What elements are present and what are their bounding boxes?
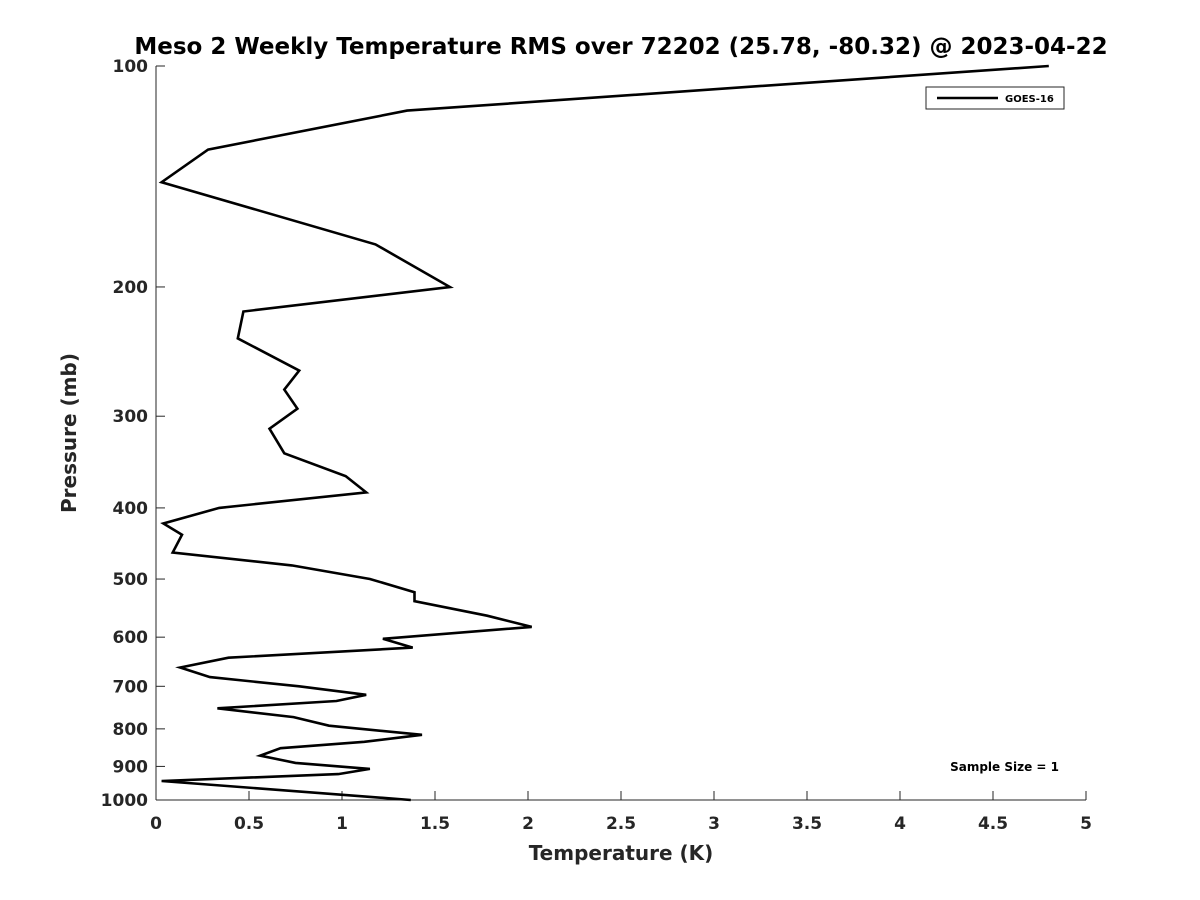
y-tick-label: 700 xyxy=(113,677,149,697)
x-tick-label: 4 xyxy=(894,814,906,834)
y-tick-label: 500 xyxy=(113,570,149,590)
y-tick-label: 900 xyxy=(113,757,149,777)
x-tick-label: 3 xyxy=(708,814,720,834)
chart-title: Meso 2 Weekly Temperature RMS over 72202… xyxy=(134,34,1107,60)
x-tick-label: 3.5 xyxy=(792,814,822,834)
x-tick-label: 5 xyxy=(1080,814,1092,834)
series-line-goes-16 xyxy=(158,64,1049,802)
y-tick-label: 400 xyxy=(113,499,149,519)
x-tick-label: 2.5 xyxy=(606,814,636,834)
x-tick-label: 1.5 xyxy=(420,814,450,834)
y-ticks: 100 200 300 400 500 600 700 800 900 1000 xyxy=(101,57,165,811)
y-axis-label: Pressure (mb) xyxy=(57,353,81,513)
y-tick-label: 800 xyxy=(113,720,149,740)
y-tick-label: 600 xyxy=(113,628,149,648)
sample-size-annotation: Sample Size = 1 xyxy=(950,760,1059,774)
x-tick-label: 4.5 xyxy=(978,814,1008,834)
legend: GOES-16 xyxy=(925,86,1065,110)
y-tick-label: 300 xyxy=(113,407,149,427)
x-tick-label: 1 xyxy=(336,814,348,834)
x-tick-label: 0 xyxy=(150,814,162,834)
y-tick-label: 200 xyxy=(113,278,149,298)
series-group xyxy=(158,64,1049,802)
x-ticks: 0 0.5 1 1.5 2 2.5 3 3.5 4 4.5 5 xyxy=(150,791,1092,834)
x-tick-label: 2 xyxy=(522,814,534,834)
x-tick-label: 0.5 xyxy=(234,814,264,834)
x-axis-label: Temperature (K) xyxy=(529,841,714,865)
y-tick-label: 100 xyxy=(113,57,149,77)
legend-label: GOES-16 xyxy=(1005,94,1054,105)
y-tick-label: 1000 xyxy=(101,791,148,811)
